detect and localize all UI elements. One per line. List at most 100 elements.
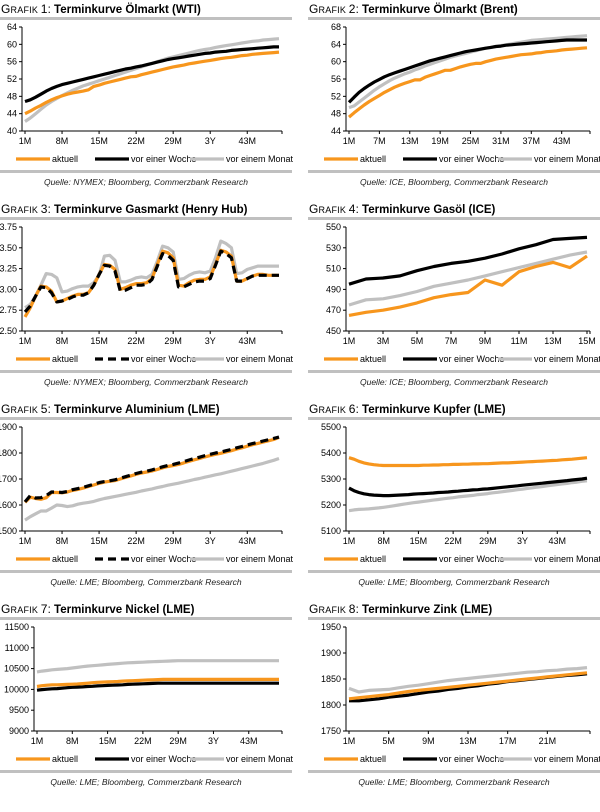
legend-item-monat: vor einem Monat [190, 753, 293, 765]
legend-swatch-woche [95, 357, 129, 361]
title-separator: : [355, 404, 363, 416]
y-tick-label: 1800 [0, 448, 17, 458]
x-tick-label: 43M [553, 136, 571, 146]
y-tick-label: 40 [7, 126, 17, 136]
y-tick-label: 5200 [321, 500, 341, 510]
x-tick-label: 15M [90, 536, 108, 546]
series-line-monat [24, 456, 280, 522]
y-tick-label: 44 [7, 109, 17, 119]
x-tick-label: 9M [422, 736, 435, 746]
figure-label: GRAFIK 8 [309, 602, 356, 616]
title-separator: : [355, 4, 363, 16]
chart-title: GRAFIK 5: Terminkurve Aluminium (LME) [1, 402, 220, 416]
y-tick-label: 64 [7, 22, 17, 32]
y-tick-label: 10000 [4, 684, 29, 694]
legend-label-woche: vor einer Woche [439, 754, 505, 764]
chart-title-text: Terminkurve Gasmarkt (Henry Hub) [54, 204, 248, 216]
legend-item-monat: vor einem Monat [190, 353, 293, 365]
chart-legend: aktuell vor einer Woche vor einem Monat [308, 353, 600, 365]
title-divider [0, 17, 292, 20]
x-tick-label: 3Y [205, 136, 216, 146]
figure-label: GRAFIK 6 [309, 402, 356, 416]
chart-title-text: Terminkurve Zink (LME) [362, 604, 493, 616]
x-tick-label: 22M [444, 536, 462, 546]
x-tick-label: 1M [19, 536, 32, 546]
legend-item-aktuell: aktuell [16, 553, 78, 565]
y-tick-label: 48 [7, 91, 17, 101]
legend-label-woche: vor einer Woche [439, 154, 505, 164]
series-line-aktuell [23, 248, 279, 318]
legend-label-monat: vor einem Monat [226, 754, 294, 764]
chart-title: GRAFIK 4: Terminkurve Gasöl (ICE) [309, 202, 495, 216]
x-tick-label: 5M [411, 336, 424, 346]
x-tick-label: 43M [238, 536, 256, 546]
x-tick-label: 8M [66, 736, 79, 746]
x-tick-label: 31M [492, 136, 510, 146]
line-chart: 1500 1600 1700 1800 1900 1M 8M 15M 22M 29M 3Y 43M [0, 422, 283, 546]
legend-label-monat: vor einem Monat [226, 154, 294, 164]
legend-item-aktuell: aktuell [324, 153, 386, 165]
figure-label: GRAFIK 4 [309, 202, 356, 216]
legend-item-monat: vor einem Monat [498, 153, 600, 165]
chart-legend: aktuell vor einer Woche vor einem Monat [0, 153, 294, 165]
x-tick-label: 43M [548, 536, 566, 546]
line-chart: 40 44 48 52 56 60 64 1M 8M 15M 22M 29M 3Y 43M [7, 22, 283, 146]
x-tick-label: 22M [127, 536, 145, 546]
x-tick-label: 1M [343, 736, 356, 746]
series-line-woche [36, 681, 279, 692]
legend-label-aktuell: aktuell [360, 554, 387, 564]
x-tick-label: 22M [127, 136, 145, 146]
chart-title-text: Terminkurve Ölmarkt (Brent) [362, 4, 518, 16]
y-tick-label: 3.50 [0, 243, 17, 253]
x-tick-label: 15M [90, 336, 108, 346]
y-tick-label: 1750 [321, 726, 341, 736]
series-line-aktuell [36, 677, 279, 689]
y-tick-label: 3.00 [0, 284, 17, 294]
chart-panel-8: GRAFIK 8: Terminkurve Zink (LME) 1750 1800… [308, 600, 600, 803]
x-tick-label: 25M [462, 136, 480, 146]
y-tick-label: 5500 [321, 422, 341, 432]
x-tick-label: 29M [164, 336, 182, 346]
title-separator: : [47, 204, 55, 216]
legend-swatch-woche [403, 357, 437, 361]
x-tick-label: 13M [544, 336, 562, 346]
x-tick-label: 43M [240, 736, 258, 746]
y-tick-label: 60 [7, 39, 17, 49]
legend-item-monat: vor einem Monat [498, 753, 600, 765]
legend-label-aktuell: aktuell [360, 154, 387, 164]
series-line-woche [23, 435, 280, 503]
y-tick-label: 510 [326, 264, 341, 274]
legend-item-monat: vor einem Monat [190, 553, 293, 565]
y-tick-label: 60 [331, 57, 341, 67]
legend-item-aktuell: aktuell [16, 153, 78, 165]
legend-label-aktuell: aktuell [52, 554, 79, 564]
x-tick-label: 8M [377, 536, 390, 546]
x-tick-label: 3M [377, 336, 390, 346]
legend-label-monat: vor einem Monat [534, 354, 600, 364]
y-tick-label: 1600 [0, 500, 17, 510]
title-divider [0, 417, 292, 420]
source-note: Quelle: LME; Bloomberg, Commerzbank Rese… [50, 577, 242, 587]
legend-label-aktuell: aktuell [52, 354, 79, 364]
y-tick-label: 1500 [0, 526, 17, 536]
y-tick-label: 2.50 [0, 326, 17, 336]
x-tick-label: 21M [539, 736, 557, 746]
legend-label-woche: vor einer Woche [131, 754, 197, 764]
series-line-woche [348, 476, 588, 498]
y-tick-label: 3.75 [0, 222, 17, 232]
legend-item-monat: vor einem Monat [498, 353, 600, 365]
chart-legend: aktuell vor einer Woche vor einem Monat [0, 353, 293, 365]
title-separator: : [355, 204, 363, 216]
legend-swatch-aktuell [324, 557, 358, 561]
x-tick-label: 3Y [208, 736, 219, 746]
series-line-monat [36, 659, 279, 674]
x-tick-label: 17M [499, 736, 517, 746]
legend-swatch-woche [95, 157, 129, 161]
x-tick-label: 8M [56, 136, 69, 146]
source-divider [308, 170, 600, 173]
y-tick-label: 11000 [5, 643, 29, 653]
figure-label: GRAFIK 1 [1, 2, 48, 16]
y-tick-label: 550 [326, 222, 341, 232]
y-tick-label: 68 [331, 22, 341, 32]
legend-label-aktuell: aktuell [52, 754, 79, 764]
